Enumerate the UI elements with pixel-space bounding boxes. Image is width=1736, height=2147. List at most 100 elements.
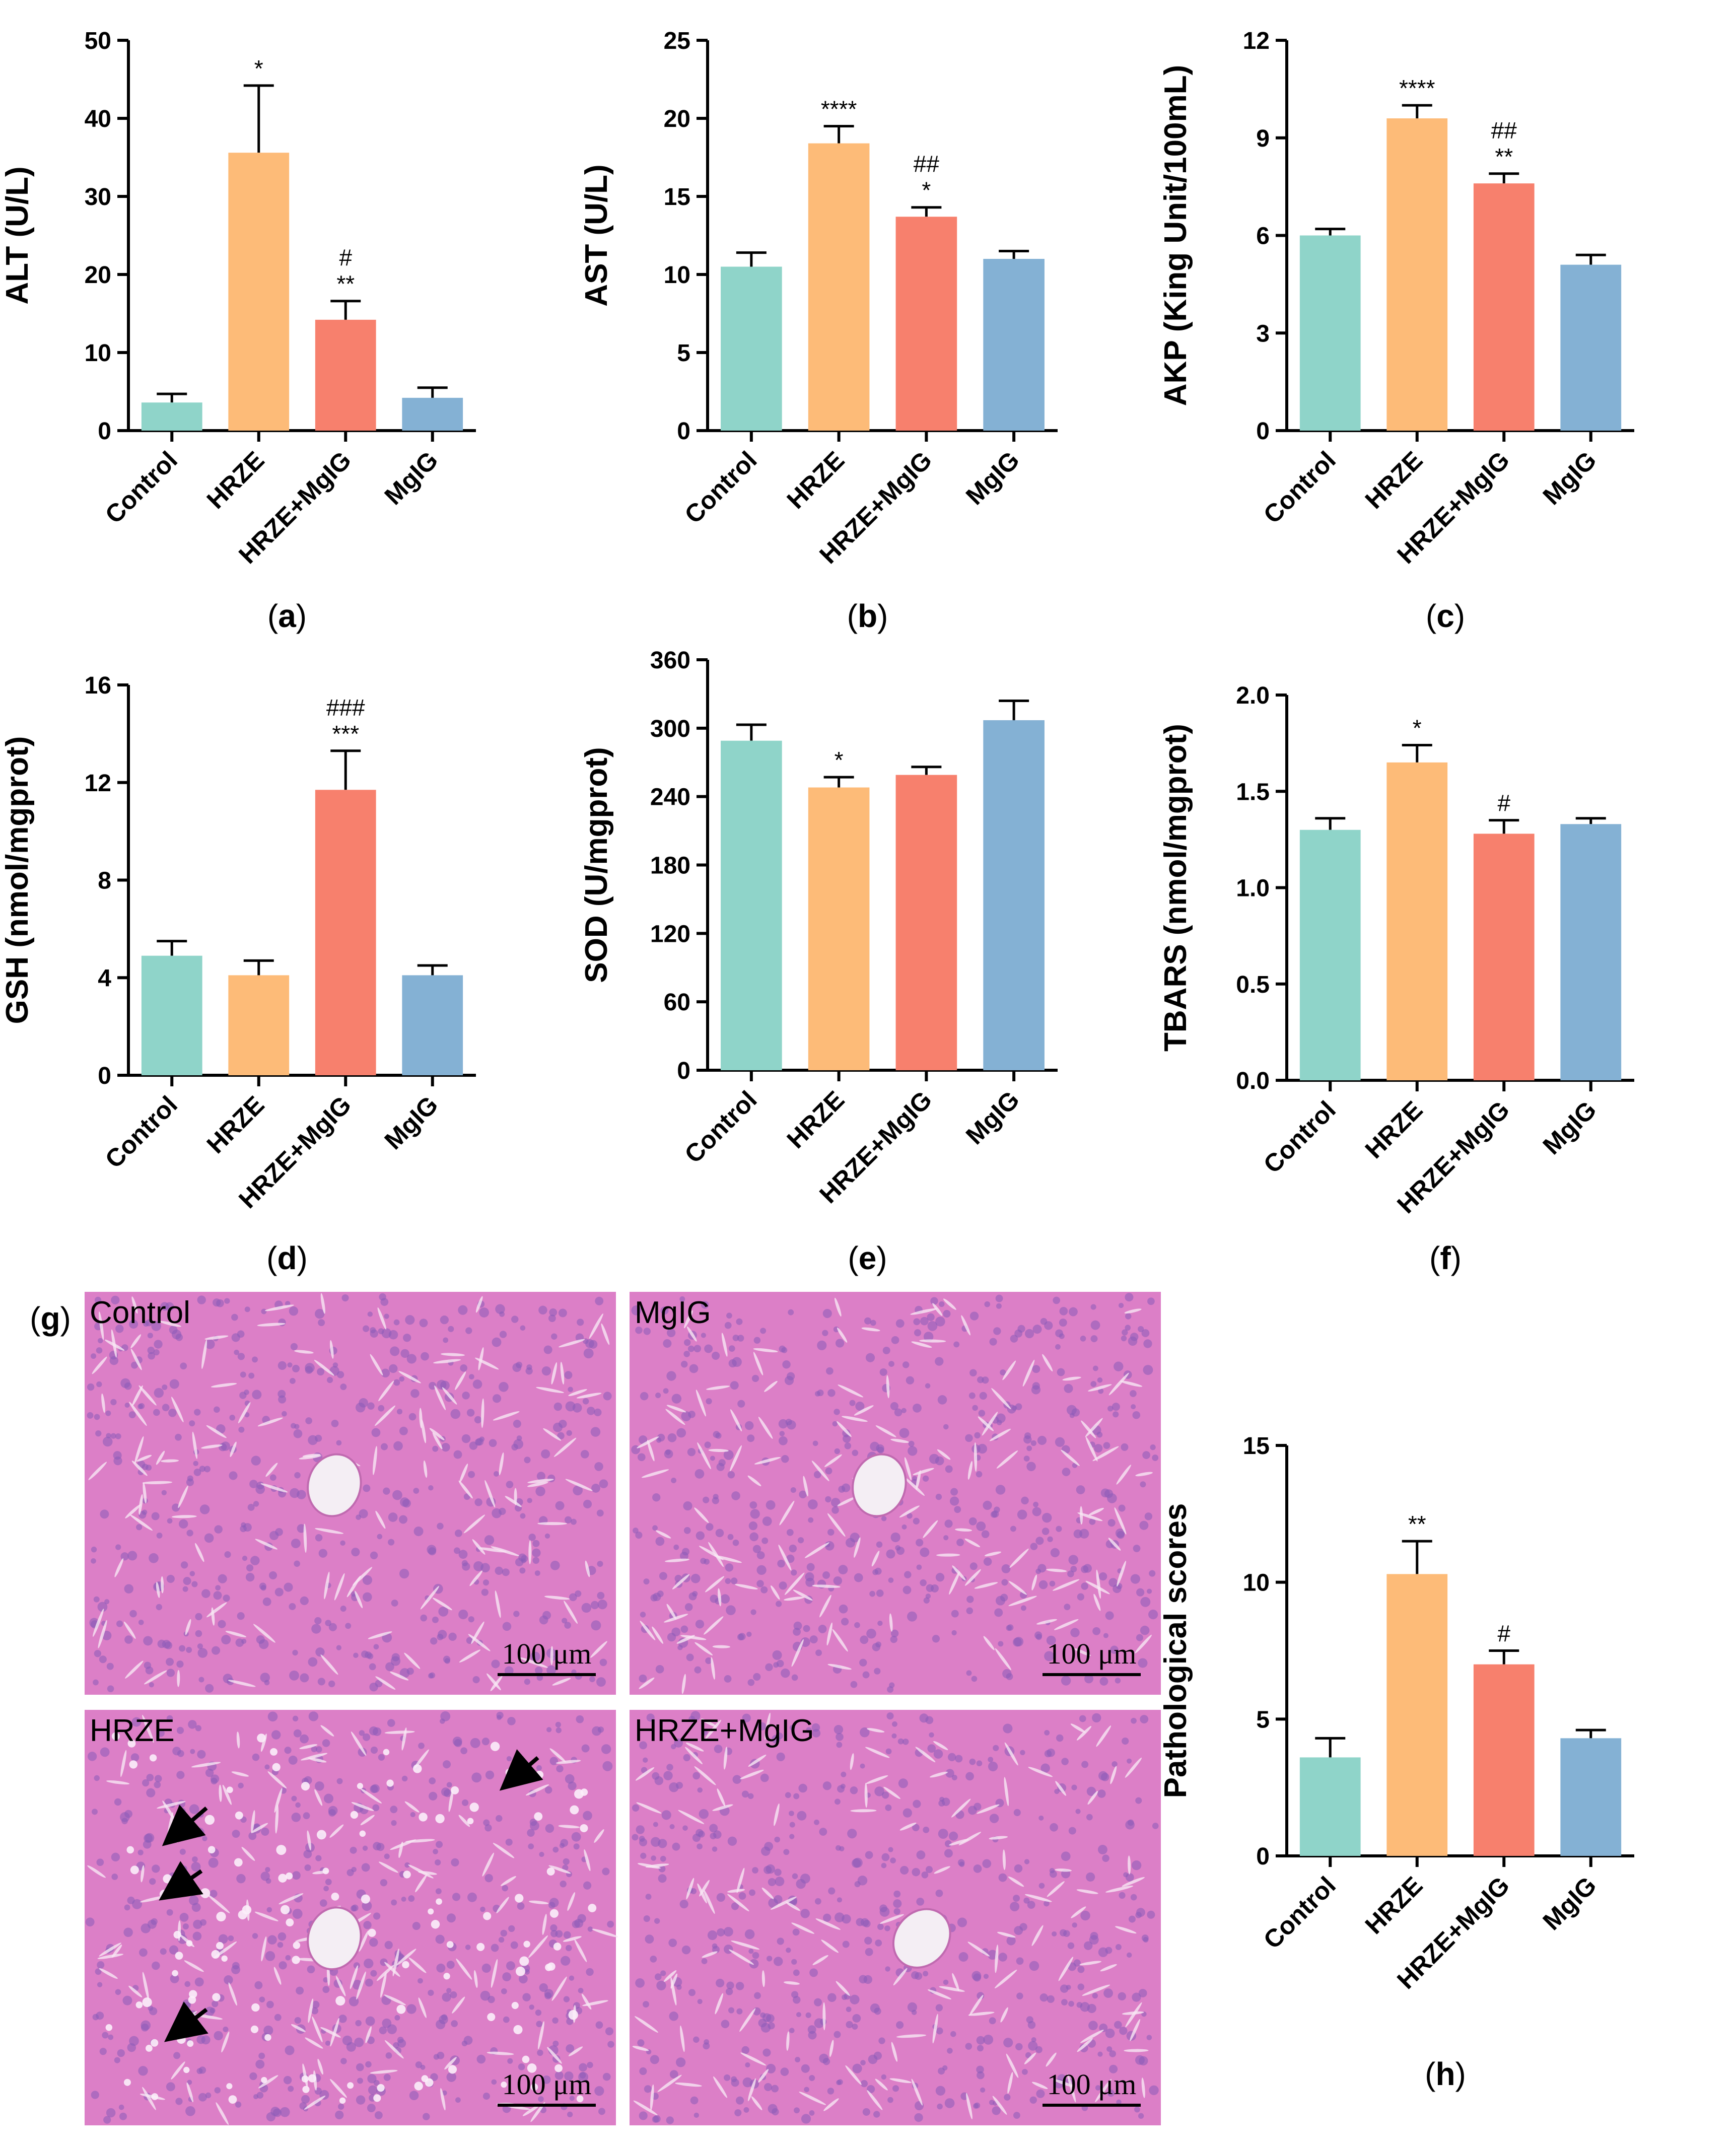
nucleus	[1119, 2027, 1128, 2035]
nucleus	[789, 1822, 795, 1828]
nucleus	[773, 1662, 779, 1668]
nucleus	[356, 2095, 366, 2105]
nucleus	[831, 1506, 839, 1514]
nucleus	[587, 1926, 593, 1932]
sinusoid	[883, 1786, 900, 1799]
sinusoid	[686, 1326, 697, 1342]
vacuole	[545, 1964, 552, 1971]
sinusoid	[482, 1852, 495, 1877]
sinusoid	[783, 1981, 800, 1985]
nucleus	[1080, 1910, 1090, 1921]
nucleus	[318, 1319, 325, 1327]
sinusoid	[893, 1968, 908, 1986]
sinusoid	[99, 1943, 121, 1957]
nucleus	[736, 1318, 743, 1325]
nucleus	[717, 1928, 725, 1936]
nucleus	[920, 1317, 929, 1326]
nucleus	[950, 1488, 958, 1496]
nucleus	[1079, 1529, 1089, 1539]
nucleus	[541, 1366, 551, 1376]
nucleus	[1030, 1543, 1038, 1550]
sinusoid	[490, 1676, 503, 1691]
nucleus	[1029, 1961, 1039, 1971]
nucleus	[896, 2021, 904, 2029]
nucleus	[214, 1525, 223, 1534]
x-tick-label: HRZE	[1360, 1871, 1428, 1940]
nucleus	[800, 1909, 810, 1918]
nucleus	[96, 1858, 104, 1866]
nucleus	[693, 2112, 699, 2118]
sinusoid	[635, 1767, 655, 1781]
nucleus	[895, 1319, 905, 1328]
nucleus	[1075, 1809, 1081, 1814]
nucleus	[774, 1957, 783, 1966]
nucleus	[955, 1755, 963, 1763]
nucleus	[169, 1379, 179, 1389]
nucleus	[1010, 1902, 1020, 1912]
nucleus	[760, 1328, 767, 1334]
nucleus	[1125, 1313, 1132, 1320]
nucleus	[925, 1383, 931, 1389]
nucleus	[686, 1653, 694, 1661]
nucleus	[935, 1889, 943, 1897]
nucleus	[1098, 1572, 1107, 1581]
nucleus	[944, 1519, 953, 1528]
y-axis-title: GSH (nmol/mgprot)	[0, 736, 35, 1024]
nucleus	[218, 1574, 227, 1583]
vacuole	[322, 1867, 329, 1875]
nucleus	[284, 1747, 292, 1754]
nucleus	[1024, 1329, 1034, 1339]
sinusoid	[1067, 2073, 1076, 2103]
nucleus	[288, 1755, 298, 1765]
vacuole	[183, 2066, 190, 2073]
sinusoid	[964, 1569, 981, 1586]
nucleus	[282, 1411, 287, 1417]
x-tick-label: HRZE	[201, 1090, 270, 1159]
nucleus	[992, 2106, 1001, 2115]
nucleus	[1113, 1411, 1119, 1418]
nucleus	[560, 1881, 567, 1888]
significance-marker: *	[1413, 715, 1422, 741]
vacuole	[501, 2082, 507, 2088]
nucleus	[737, 1400, 745, 1408]
bar-hrze-mgig	[1473, 183, 1535, 431]
nucleus	[405, 1315, 415, 1325]
nucleus	[323, 1793, 333, 1804]
nucleus	[599, 1479, 608, 1488]
nucleus	[322, 1739, 330, 1747]
nucleus	[293, 1429, 303, 1438]
nucleus	[1038, 1883, 1045, 1889]
sinusoid	[355, 1590, 363, 1609]
sinusoid	[171, 2061, 185, 2080]
sinusoid	[350, 1965, 359, 1989]
nucleus	[235, 2101, 242, 2108]
nucleus	[506, 1481, 514, 1488]
nucleus	[164, 1641, 173, 1649]
nucleus	[957, 1859, 965, 1866]
nucleus	[701, 1300, 709, 1309]
nucleus	[877, 1620, 883, 1626]
sinusoid	[143, 1482, 147, 1504]
nucleus	[965, 1434, 973, 1442]
sinusoid	[195, 1543, 204, 1562]
nucleus	[534, 1570, 540, 1576]
sinusoid	[568, 1389, 587, 1397]
vacuole	[188, 1995, 196, 2004]
nucleus	[1112, 1403, 1120, 1411]
nucleus	[886, 1712, 894, 1720]
sinusoid	[253, 1624, 275, 1643]
nucleus	[228, 1935, 234, 1942]
nucleus	[598, 2108, 605, 2115]
bar-control	[721, 266, 782, 431]
sinusoid	[842, 1416, 868, 1422]
sinusoid	[865, 1747, 890, 1758]
nucleus	[594, 1462, 603, 1471]
nucleus	[190, 1749, 195, 1754]
nucleus	[461, 1434, 471, 1443]
nucleus	[1090, 1304, 1096, 1310]
nucleus	[782, 1360, 791, 1369]
sinusoid	[141, 1865, 145, 1883]
sinusoid	[1002, 1360, 1016, 1380]
vacuole	[135, 2001, 143, 2009]
nucleus	[291, 1539, 301, 1549]
